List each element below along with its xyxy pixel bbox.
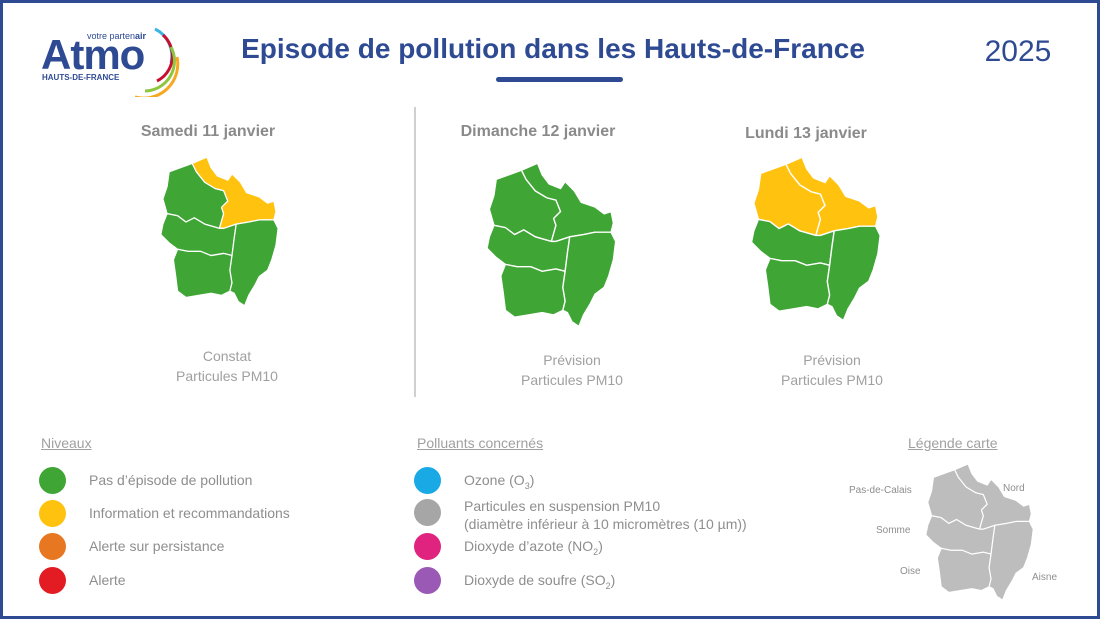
legend-dept-oise <box>936 547 992 594</box>
label-aisne: Aisne <box>1032 572 1058 583</box>
page-title: Episode de pollution dans les Hauts-de-F… <box>241 33 865 64</box>
legend-pollutant-so2: Dioxyde de soufre (SO2) <box>414 567 615 595</box>
label-oise: Oise <box>900 566 921 577</box>
day-title-saturday: Samedi 11 janvier <box>140 123 276 140</box>
legend-levels-heading: Niveaux <box>41 435 92 451</box>
dept-oise <box>500 263 566 318</box>
legend-dept-aisne <box>988 520 1034 601</box>
map-day-sunday <box>486 162 617 328</box>
map-day-saturday <box>160 156 279 307</box>
legend-pollutant-no2: Dioxyde d’azote (NO2) <box>414 533 603 561</box>
title-underline <box>496 77 623 82</box>
purple-dot-icon <box>414 567 441 594</box>
dept-aisne <box>826 225 881 322</box>
logo-subtitle: HAUTS-DE-FRANCE <box>42 73 120 82</box>
yellow-dot-icon <box>39 500 66 527</box>
dept-oise <box>764 257 831 312</box>
blue-dot-icon <box>414 467 441 494</box>
label-nord: Nord <box>1003 483 1025 494</box>
legend-pollutant-pm10: Particules en suspension PM10 (diamètre … <box>414 496 747 533</box>
label-somme: Somme <box>876 525 911 536</box>
logo-tagline: votre partenair <box>87 31 147 41</box>
legend-level-alert: Alerte <box>39 567 126 594</box>
atmo-logo: Atmo votre partenair HAUTS-DE-FRANCE <box>41 25 181 97</box>
red-dot-icon <box>39 567 66 594</box>
dept-aisne <box>229 219 279 307</box>
dept-oise <box>172 248 233 299</box>
vertical-divider <box>414 107 416 397</box>
legend-map-heading: Légende carte <box>908 435 998 451</box>
legend-pollutants-heading: Polluants concernés <box>417 435 544 451</box>
legend-level-none: Pas d’épisode de pollution <box>39 467 252 494</box>
caption-saturday: Constat Particules PM10 <box>176 348 278 384</box>
orange-dot-icon <box>39 533 66 560</box>
caption-sunday: Prévision Particules PM10 <box>521 352 623 388</box>
legend-level-information: Information et recommandations <box>39 500 290 527</box>
logo-arcs-icon <box>135 27 180 97</box>
gray-dot-icon <box>414 499 441 526</box>
caption-monday: Prévision Particules PM10 <box>781 352 883 388</box>
day-title-sunday: Dimanche 12 janvier <box>460 123 616 140</box>
green-dot-icon <box>39 467 66 494</box>
legend-pollutant-ozone: Ozone (O3) <box>414 467 534 495</box>
year-label: 2025 <box>984 35 1052 68</box>
logo-wordmark: Atmo <box>41 31 145 78</box>
dept-aisne <box>562 231 617 328</box>
legend-level-persistence-alert: Alerte sur persistance <box>39 533 224 560</box>
map-day-monday <box>750 156 881 322</box>
magenta-dot-icon <box>414 533 441 560</box>
day-title-monday: Lundi 13 janvier <box>745 125 867 142</box>
label-pas-de-calais: Pas-de-Calais <box>849 485 912 496</box>
